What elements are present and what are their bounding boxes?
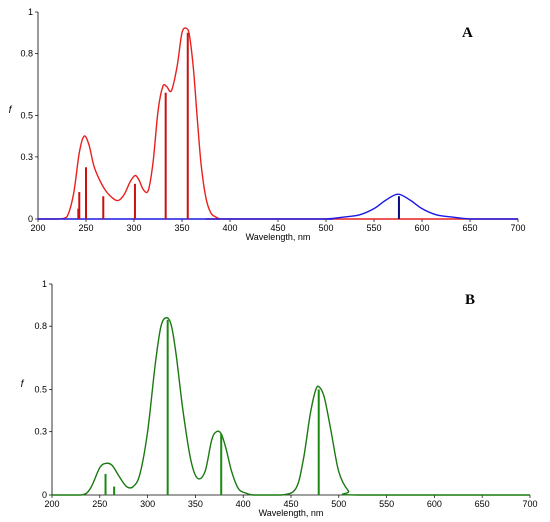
- x-tick-label: 550: [379, 499, 394, 509]
- x-tick-label: 300: [126, 223, 141, 233]
- x-tick-label: 700: [522, 499, 537, 509]
- x-tick-label: 200: [44, 499, 59, 509]
- y-tick-label: 0.3: [20, 152, 33, 162]
- y-tick-label: 1: [42, 279, 47, 289]
- y-tick-label: 0.8: [20, 48, 33, 58]
- y-axis-label: f: [21, 379, 25, 390]
- x-tick-label: 600: [414, 223, 429, 233]
- y-tick-label: 0.5: [34, 385, 47, 395]
- y-tick-label: 0.5: [20, 111, 33, 121]
- y-tick-label: 0: [28, 214, 33, 224]
- y-tick-label: 0.8: [34, 321, 47, 331]
- x-tick-label: 250: [92, 499, 107, 509]
- panel-label: A: [462, 25, 473, 41]
- x-tick-label: 500: [318, 223, 333, 233]
- x-tick-label: 650: [462, 223, 477, 233]
- x-tick-label: 550: [366, 223, 381, 233]
- x-tick-label: 450: [270, 223, 285, 233]
- panel-label: B: [465, 292, 475, 308]
- y-axis-label: f: [9, 105, 13, 116]
- y-tick-label: 1: [28, 7, 33, 17]
- x-tick-label: 200: [30, 223, 45, 233]
- x-tick-label: 700: [510, 223, 525, 233]
- y-tick-label: 0.3: [34, 427, 47, 437]
- x-tick-label: 400: [236, 499, 251, 509]
- x-tick-label: 600: [427, 499, 442, 509]
- x-axis-label: Wavelength, nm: [246, 232, 311, 242]
- chart-a: 200 250 300 350 400 450 500 550 600 650 700 0 0.3 0.5…: [9, 7, 526, 242]
- y-tick-label: 0: [42, 490, 47, 500]
- chart-b: 200 250 300 350 400 450 500 550 600 650 700 0 0.3 0.5…: [21, 279, 538, 518]
- spectrum-curve-b-0: [52, 317, 530, 496]
- spectrum-curve-a-0: [37, 27, 518, 220]
- x-tick-label: 350: [174, 223, 189, 233]
- spectrum-curve-a-1: [37, 193, 518, 220]
- x-tick-label: 450: [283, 499, 298, 509]
- x-tick-label: 400: [222, 223, 237, 233]
- x-tick-label: 500: [331, 499, 346, 509]
- x-tick-label: 250: [78, 223, 93, 233]
- x-axis-label: Wavelength, nm: [259, 508, 324, 518]
- x-tick-label: 350: [188, 499, 203, 509]
- x-tick-label: 650: [475, 499, 490, 509]
- x-tick-label: 300: [140, 499, 155, 509]
